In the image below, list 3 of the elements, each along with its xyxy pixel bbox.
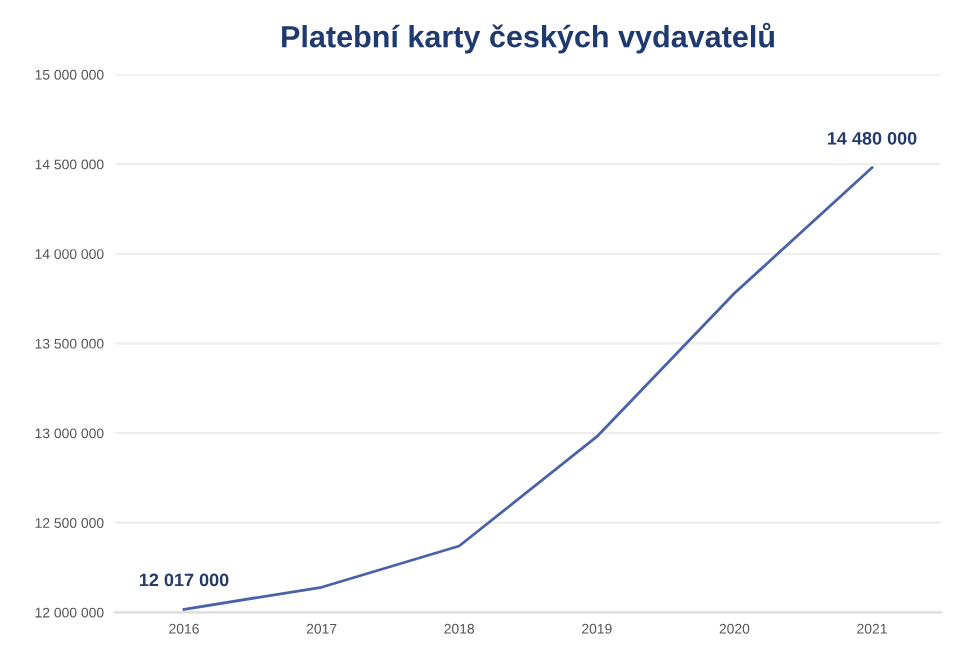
chart-title: Platební karty českých vydavatelů (282, 22, 774, 54)
data-label: 14 480 000 (827, 131, 917, 145)
data-label: 12 017 000 (139, 573, 229, 587)
